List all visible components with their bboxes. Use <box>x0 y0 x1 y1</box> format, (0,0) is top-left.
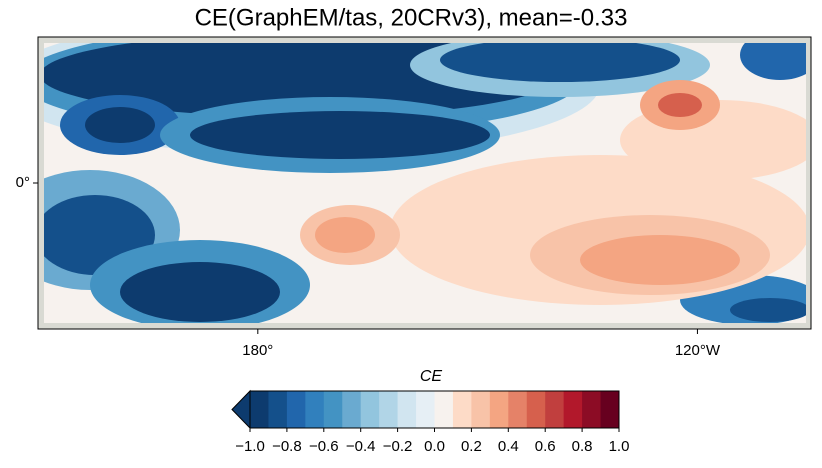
colorbar-swatch <box>600 391 620 428</box>
colorbar-swatch <box>489 391 509 428</box>
field <box>44 43 806 323</box>
colorbar-tick-label: −0.6 <box>309 438 339 455</box>
colorbar-extension <box>231 389 251 430</box>
colorbar-swatch <box>508 391 528 428</box>
colorbar-swatch <box>416 391 435 428</box>
colorbar-tick-label: 0.2 <box>461 438 482 455</box>
y-tick-label: 0° <box>16 174 30 191</box>
colorbar-swatch <box>268 391 288 428</box>
contour-region <box>440 43 680 82</box>
colorbar-tick-label: −0.4 <box>346 438 376 455</box>
colorbar-tick-label: −0.2 <box>383 438 413 455</box>
colorbar: −1.0 −0.8 −0.6 −0.4 −0.2 0.0 0.2 0.4 0.6 0.8 1.0 <box>231 389 630 455</box>
colorbar-swatch <box>323 391 343 428</box>
contour-region <box>120 262 280 322</box>
x-tick-label: 180° <box>242 342 273 359</box>
colorbar-swatch <box>379 391 399 428</box>
colorbar-swatch <box>526 391 546 428</box>
colorbar-tick-label: −1.0 <box>235 438 265 455</box>
contour-region <box>658 93 702 117</box>
colorbar-tick-label: −0.8 <box>272 438 302 455</box>
colorbar-tick-label: 0.6 <box>535 438 556 455</box>
colorbar-tick-label: 0.4 <box>498 438 519 455</box>
colorbar-swatch <box>360 391 380 428</box>
contour-region <box>740 43 806 80</box>
colorbar-swatch <box>397 391 417 428</box>
colorbar-swatch <box>452 391 472 428</box>
colorbar-swatch <box>286 391 306 428</box>
contour-region <box>730 298 806 322</box>
colorbar-swatch <box>582 391 602 428</box>
chart-title: CE(GraphEM/tas, 20CRv3), mean=-0.33 <box>195 4 628 31</box>
colorbar-swatch <box>471 391 491 428</box>
colorbar-swatch <box>342 391 362 428</box>
colorbar-swatch <box>545 391 565 428</box>
colorbar-tick-label: 0.0 <box>424 438 445 455</box>
colorbar-swatch <box>563 391 583 428</box>
x-tick-label: 120°W <box>675 342 721 359</box>
contour-region <box>580 235 740 285</box>
contour-region <box>85 107 155 143</box>
colorbar-swatch <box>305 391 325 428</box>
contour-region <box>190 111 490 159</box>
colorbar-tick-label: 0.8 <box>572 438 593 455</box>
colorbar-swatch <box>250 391 269 428</box>
colorbar-swatch <box>434 391 454 428</box>
contour-region <box>315 217 375 253</box>
colorbar-tick-label: 1.0 <box>609 438 630 455</box>
colorbar-label: CE <box>420 368 443 385</box>
